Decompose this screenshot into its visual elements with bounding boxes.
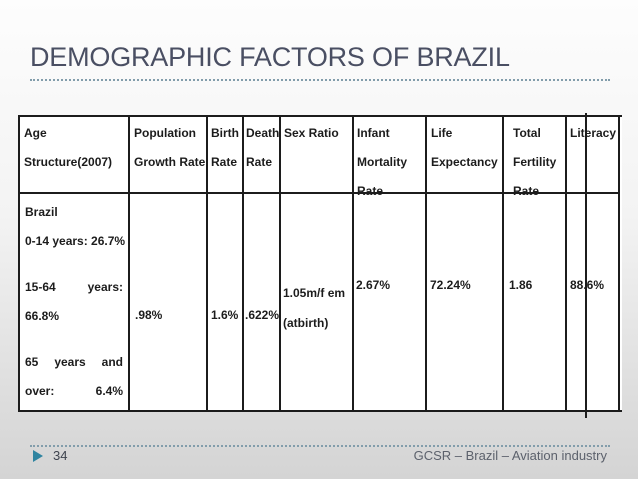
header-line: Rate bbox=[357, 184, 384, 198]
word: 15-64 bbox=[25, 280, 56, 294]
demographics-table: Age Structure(2007) Brazil 0-14 years: 2… bbox=[18, 113, 622, 418]
header-line: Mortality bbox=[357, 155, 408, 169]
header-line: Expectancy bbox=[431, 155, 498, 169]
header-line: Age bbox=[24, 126, 47, 140]
header-line: Total bbox=[513, 126, 541, 140]
age-65-over-value: over: 6.4% bbox=[25, 377, 123, 406]
table-column-life-expectancy: Life Expectancy 72.24% bbox=[427, 117, 504, 410]
word: over: bbox=[25, 384, 55, 398]
word: years bbox=[54, 355, 86, 369]
header-line: Population bbox=[134, 126, 196, 140]
age-15-64-value: 66.8% bbox=[25, 309, 60, 323]
cell-death-rate: .622% bbox=[245, 308, 280, 322]
column-header-death-rate: Death Rate bbox=[244, 117, 279, 194]
cell-literacy: 88.6% bbox=[570, 278, 605, 292]
age-65-over-label: 65 years and bbox=[25, 348, 123, 377]
footer-caption: GCSR – Brazil – Aviation industry bbox=[413, 448, 607, 463]
table-column-infant-mortality: Infant Mortality Rate 2.67% bbox=[354, 117, 427, 410]
page-number: 34 bbox=[53, 448, 68, 463]
table-artifact-line bbox=[585, 113, 587, 418]
column-header-age-structure: Age Structure(2007) bbox=[20, 117, 128, 194]
header-line: Death bbox=[246, 126, 280, 140]
header-line: Infant bbox=[357, 126, 390, 140]
table-column-literacy: Literacy 88.6% bbox=[567, 117, 620, 410]
cell-sex-ratio: 1.05m/f em (atbirth) bbox=[281, 194, 352, 410]
header-line: Fertility bbox=[513, 155, 557, 169]
header-line: Life bbox=[431, 126, 453, 140]
table-column-death-rate: Death Rate .622% bbox=[244, 117, 281, 410]
cell-life-expectancy: 72.24% bbox=[430, 278, 471, 292]
title-divider bbox=[30, 79, 610, 81]
table-column-population-growth: Population Growth Rate .98% bbox=[130, 117, 208, 410]
page-title: DEMOGRAPHIC FACTORS OF BRAZIL bbox=[30, 42, 510, 72]
cell-infant-mortality-rate: 2.67% bbox=[356, 278, 391, 292]
column-header-birth-rate: Birth Rate bbox=[208, 117, 242, 194]
cell-age-structure: Brazil 0-14 years: 26.7% 15-64 years: 66… bbox=[20, 194, 128, 410]
column-header-total-fertility: Total Fertility Rate bbox=[504, 117, 565, 198]
column-header-population-growth: Population Growth Rate bbox=[130, 117, 206, 194]
header-line: Birth bbox=[211, 126, 239, 140]
spacer bbox=[25, 256, 123, 273]
column-header-infant-mortality: Infant Mortality Rate bbox=[354, 117, 425, 198]
word: years: bbox=[87, 280, 123, 294]
country-label: Brazil bbox=[25, 205, 58, 219]
column-header-life-expectancy: Life Expectancy bbox=[427, 117, 502, 194]
column-header-sex-ratio: Sex Ratio bbox=[281, 117, 352, 194]
header-line: Rate bbox=[513, 184, 540, 198]
table-column-sex-ratio: Sex Ratio 1.05m/f em (atbirth) bbox=[281, 117, 354, 410]
header-line: Rate bbox=[211, 155, 238, 169]
word: 6.4% bbox=[95, 384, 123, 398]
age-0-14-value: 0-14 years: 26.7% bbox=[25, 234, 126, 248]
table-column-total-fertility: Total Fertility Rate 1.86 bbox=[504, 117, 567, 410]
header-line: Structure(2007) bbox=[24, 155, 113, 169]
table-column-birth-rate: Birth Rate 1.6% bbox=[208, 117, 244, 410]
spacer bbox=[25, 331, 123, 348]
age-15-64-label: 15-64 years: bbox=[25, 273, 123, 302]
footer-divider bbox=[30, 445, 610, 447]
sex-ratio-line2: (atbirth) bbox=[283, 316, 329, 330]
footer-arrow-icon bbox=[33, 450, 43, 462]
sex-ratio-line1: 1.05m/f em bbox=[283, 286, 346, 300]
table-column-age-structure: Age Structure(2007) Brazil 0-14 years: 2… bbox=[20, 117, 130, 410]
word: and bbox=[101, 355, 123, 369]
word: 65 bbox=[25, 355, 39, 369]
cell-population-growth-rate: .98% bbox=[135, 308, 163, 322]
header-line: Growth Rate bbox=[134, 155, 206, 169]
cell-birth-rate: 1.6% bbox=[211, 308, 239, 322]
cell-total-fertility-rate: 1.86 bbox=[509, 278, 533, 292]
header-line: Literacy bbox=[570, 126, 617, 140]
column-header-literacy: Literacy bbox=[567, 117, 618, 194]
header-line: Rate bbox=[246, 155, 273, 169]
header-line: Sex Ratio bbox=[284, 126, 339, 140]
